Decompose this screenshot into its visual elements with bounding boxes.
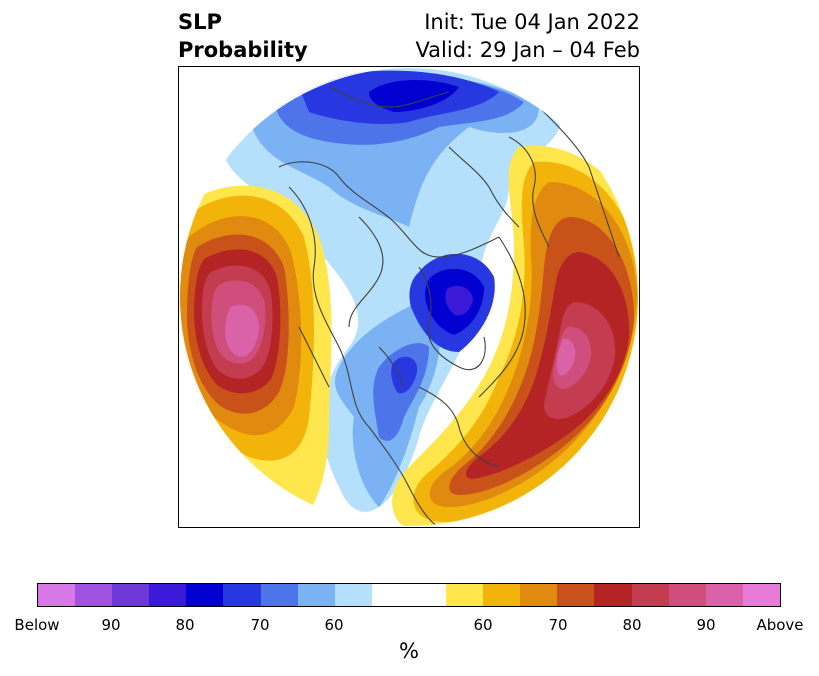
map-panel	[178, 66, 640, 528]
colorbar-tick-label: Below	[14, 616, 60, 634]
colorbar-segment	[408, 584, 447, 606]
colorbar-segment	[446, 584, 484, 606]
colorbar-segment	[520, 584, 558, 606]
colorbar-segment	[149, 584, 187, 606]
colorbar-segment	[631, 584, 669, 606]
north-pacific-anomaly	[179, 185, 332, 527]
colorbar-segment	[668, 584, 706, 606]
init-date: Init: Tue 04 Jan 2022	[424, 10, 640, 34]
colorbar-segment	[742, 584, 780, 606]
title-right: Init: Tue 04 Jan 2022 Valid: 29 Jan – 04…	[415, 8, 640, 64]
colorbar-segment	[557, 584, 595, 606]
colorbar-tick-label: Above	[756, 616, 804, 634]
colorbar-tick-label: 90	[696, 616, 716, 634]
colorbar-tick-label: 80	[175, 616, 195, 634]
colorbar-segment	[38, 584, 76, 606]
colorbar-tick-label: 60	[324, 616, 344, 634]
colorbar-segment	[75, 584, 113, 606]
colorbar-segment	[483, 584, 521, 606]
colorbar-segment	[260, 584, 298, 606]
colorbar-unit-label: %	[399, 639, 419, 663]
colorbar-segment	[334, 584, 372, 606]
colorbar-tick-label: 90	[101, 616, 121, 634]
valid-dates: Valid: 29 Jan – 04 Feb	[415, 38, 640, 62]
colorbar-tick-label: 70	[548, 616, 568, 634]
coastlines	[278, 86, 620, 527]
colorbar-segment	[297, 584, 335, 606]
colorbar-segment	[594, 584, 632, 606]
polar-map	[179, 67, 639, 527]
title-quantity: Probability	[178, 38, 308, 62]
colorbar-segment	[112, 584, 150, 606]
probability-field	[179, 67, 639, 527]
colorbar-tick-label: 60	[473, 616, 493, 634]
below-normal-region	[219, 67, 562, 512]
colorbar-tick-label: 80	[622, 616, 642, 634]
colorbar-segment	[705, 584, 743, 606]
title-left: SLP Probability	[178, 8, 308, 64]
colorbar-tick-label: 70	[250, 616, 270, 634]
colorbar-segment	[223, 584, 261, 606]
colorbar	[37, 583, 781, 607]
colorbar-segment	[186, 584, 224, 606]
title-variable: SLP	[178, 10, 222, 34]
north-atlantic-anomaly	[392, 145, 639, 527]
colorbar-segment	[371, 584, 409, 606]
